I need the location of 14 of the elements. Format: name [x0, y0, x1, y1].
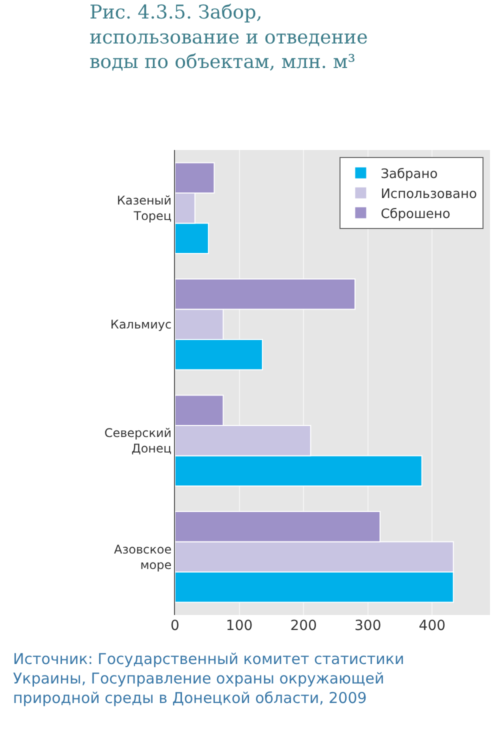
- legend-label: Забрано: [380, 166, 438, 182]
- x-tick-label: 200: [290, 618, 317, 634]
- x-tick-label: 100: [226, 618, 253, 634]
- x-tick-label: 400: [418, 618, 446, 634]
- text: Источник: Государственный комитет статистики Украины, Госуправление охраны окружающей природной среды в Донецкой области, 2009: [13, 650, 404, 707]
- y-tick-label: Кальмиус: [110, 318, 172, 332]
- y-tick-label: Азовское море: [114, 542, 172, 572]
- y-tick-label: Казеный Торец: [116, 194, 172, 224]
- legend-label: Сброшено: [380, 206, 450, 222]
- legend-label: Использовано: [380, 186, 477, 202]
- x-tick-label: 300: [354, 618, 382, 634]
- x-tick-label: 0: [170, 618, 180, 634]
- y-tick-label: Северский Донец: [104, 426, 172, 456]
- chart-title: Рис. 4.3.5. Забор, использование и отведение воды по объектам, млн. м³: [89, 2, 368, 73]
